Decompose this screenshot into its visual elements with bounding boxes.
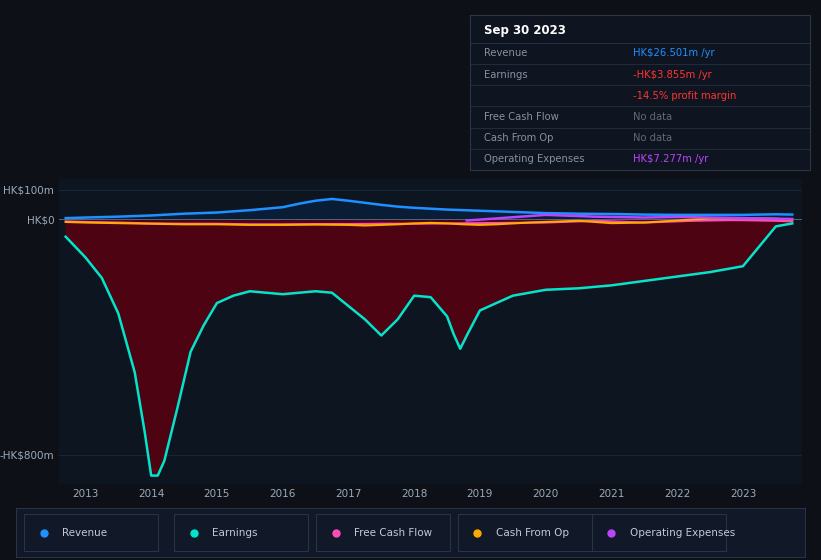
Text: Operating Expenses: Operating Expenses bbox=[484, 155, 584, 165]
Text: Cash From Op: Cash From Op bbox=[484, 133, 553, 143]
FancyBboxPatch shape bbox=[174, 514, 308, 551]
Text: Cash From Op: Cash From Op bbox=[496, 528, 569, 538]
Text: HK$26.501m /yr: HK$26.501m /yr bbox=[633, 49, 715, 58]
Text: Revenue: Revenue bbox=[62, 528, 108, 538]
FancyBboxPatch shape bbox=[316, 514, 450, 551]
FancyBboxPatch shape bbox=[592, 514, 726, 551]
Text: Sep 30 2023: Sep 30 2023 bbox=[484, 24, 566, 38]
Text: No data: No data bbox=[633, 133, 672, 143]
Text: Free Cash Flow: Free Cash Flow bbox=[354, 528, 432, 538]
Text: Free Cash Flow: Free Cash Flow bbox=[484, 112, 558, 122]
FancyBboxPatch shape bbox=[458, 514, 592, 551]
Text: No data: No data bbox=[633, 112, 672, 122]
Text: HK$7.277m /yr: HK$7.277m /yr bbox=[633, 155, 709, 165]
Text: Revenue: Revenue bbox=[484, 49, 527, 58]
Text: Earnings: Earnings bbox=[212, 528, 258, 538]
FancyBboxPatch shape bbox=[25, 514, 158, 551]
Text: Operating Expenses: Operating Expenses bbox=[630, 528, 735, 538]
Text: Earnings: Earnings bbox=[484, 69, 527, 80]
Text: -14.5% profit margin: -14.5% profit margin bbox=[633, 91, 736, 101]
Text: -HK$3.855m /yr: -HK$3.855m /yr bbox=[633, 69, 712, 80]
